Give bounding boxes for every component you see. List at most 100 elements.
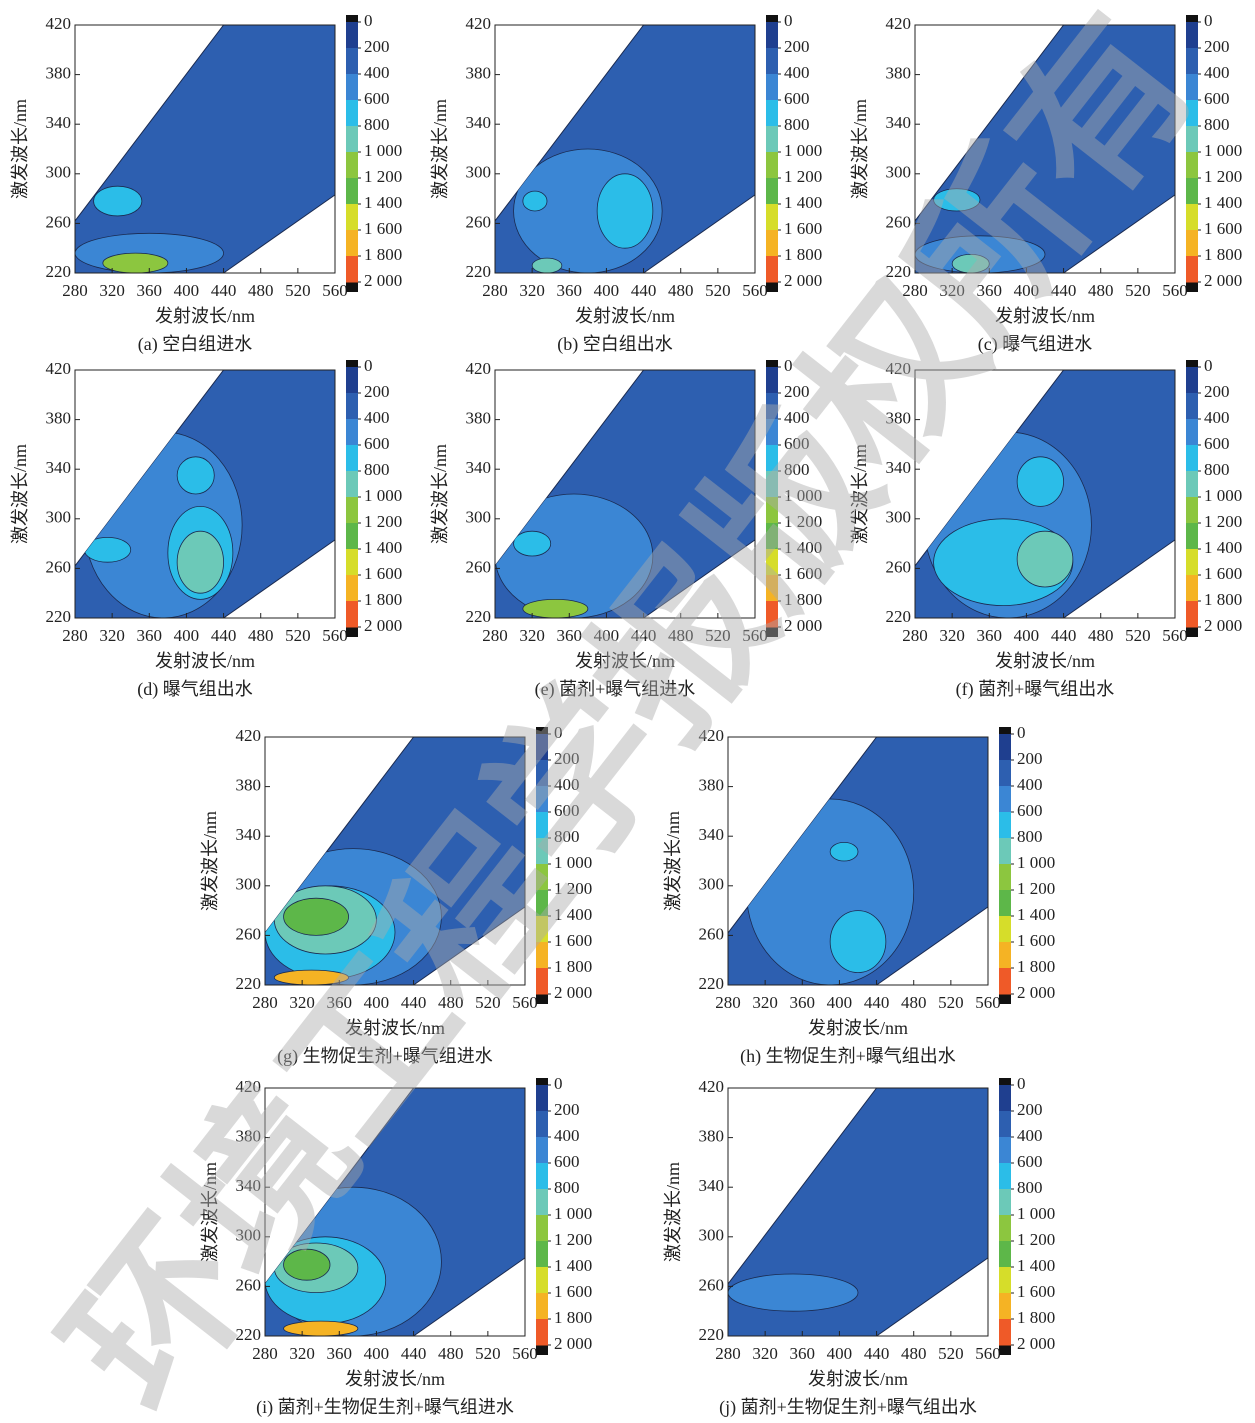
- colorbar-segment: [536, 1241, 548, 1268]
- colorbar-label: 800: [784, 115, 810, 134]
- colorbar-segment: [1186, 523, 1198, 550]
- colorbar-label: 1 400: [1204, 538, 1242, 557]
- colorbar-segment: [536, 1163, 548, 1190]
- colorbar-cap: [536, 1345, 548, 1355]
- x-tick-label: 560: [512, 1344, 538, 1363]
- colorbar-label: 400: [1204, 408, 1230, 427]
- y-tick-label: 380: [699, 1127, 725, 1146]
- colorbar-label: 1 400: [1017, 1256, 1055, 1275]
- colorbar-label: 2 000: [554, 983, 592, 1002]
- x-tick-label: 480: [438, 1344, 464, 1363]
- panel-caption: (i) 菌剂+生物促生剂+曝气组进水: [256, 1397, 514, 1418]
- colorbar-label: 1 600: [784, 219, 822, 238]
- colorbar-cap: [1186, 627, 1198, 637]
- y-tick-label: 340: [466, 458, 492, 477]
- colorbar-label: 1 200: [1017, 879, 1055, 898]
- colorbar-segment: [999, 1215, 1011, 1242]
- y-tick-label: 340: [699, 825, 725, 844]
- colorbar-segment: [346, 204, 358, 231]
- x-tick-label: 520: [705, 626, 731, 645]
- x-tick-label: 400: [1014, 281, 1040, 300]
- y-tick-label: 220: [466, 262, 492, 281]
- x-tick-label: 360: [557, 281, 583, 300]
- colorbar-label: 200: [554, 749, 580, 768]
- x-axis-label: 发射波长/nm: [995, 306, 1095, 326]
- colorbar-label: 1 600: [554, 1282, 592, 1301]
- contour-region: [596, 173, 654, 249]
- plot-frame: [74, 24, 336, 274]
- x-tick-label: 360: [977, 281, 1003, 300]
- x-tick-label: 480: [1088, 281, 1114, 300]
- panel: 280 320 360 400 440 480 520 560 220 260 300 340 380 4…: [850, 11, 1242, 355]
- colorbar-label: 1 600: [1204, 219, 1242, 238]
- colorbar-label: 2 000: [364, 616, 402, 635]
- y-tick-label: 420: [236, 1077, 262, 1096]
- x-axis-label: 发射波长/nm: [808, 1369, 908, 1389]
- contour-region: [728, 1273, 859, 1312]
- colorbar-cap: [999, 1345, 1011, 1355]
- x-tick-label: 320: [289, 993, 315, 1012]
- y-tick-label: 340: [46, 458, 72, 477]
- colorbar-label: 200: [1204, 382, 1230, 401]
- x-tick-label: 400: [174, 281, 200, 300]
- colorbar-segment: [766, 22, 778, 49]
- colorbar-label: 200: [364, 382, 390, 401]
- colorbar-label: 0: [1017, 723, 1026, 742]
- colorbar-label: 0: [1017, 1074, 1026, 1093]
- colorbar-segment: [766, 178, 778, 205]
- colorbar-cap: [346, 282, 358, 292]
- panel: 280 320 360 400 440 480 520 560 220 260 300 340 380 4…: [200, 723, 592, 1067]
- colorbar-label: 1 800: [1017, 1308, 1055, 1327]
- colorbar-label: 800: [364, 460, 390, 479]
- y-tick-label: 340: [236, 825, 262, 844]
- contour-region: [513, 530, 552, 557]
- x-tick-label: 320: [519, 626, 545, 645]
- colorbar-label: 1 800: [364, 590, 402, 609]
- colorbar-segment: [999, 1163, 1011, 1190]
- y-tick-label: 300: [886, 163, 912, 182]
- colorbar-segment: [999, 968, 1011, 995]
- colorbar-segment: [999, 812, 1011, 839]
- y-tick-label: 260: [46, 557, 72, 576]
- panel-caption: (c) 曝气组进水: [978, 334, 1092, 355]
- y-tick-label: 300: [46, 508, 72, 527]
- colorbar-segment: [346, 523, 358, 550]
- colorbar-segment: [766, 74, 778, 101]
- colorbar-label: 600: [784, 89, 810, 108]
- colorbar-segment: [1186, 575, 1198, 602]
- colorbar-segment: [1186, 549, 1198, 576]
- x-tick-label: 280: [482, 626, 508, 645]
- colorbar-segment: [346, 74, 358, 101]
- x-tick-label: 520: [1125, 626, 1151, 645]
- y-tick-label: 420: [46, 14, 72, 33]
- panel-caption: (g) 生物促生剂+曝气组进水: [277, 1046, 493, 1067]
- x-tick-label: 440: [211, 626, 237, 645]
- colorbar-cap: [766, 360, 778, 367]
- colorbar-segment: [1186, 445, 1198, 472]
- colorbar-segment: [1186, 393, 1198, 420]
- colorbar-segment: [999, 760, 1011, 787]
- colorbar-cap: [536, 994, 548, 1004]
- colorbar-segment: [536, 1137, 548, 1164]
- colorbar-segment: [1186, 178, 1198, 205]
- x-tick-label: 560: [322, 281, 348, 300]
- y-tick-label: 220: [46, 607, 72, 626]
- y-axis-label: 激发波长/nm: [850, 99, 870, 199]
- colorbar-segment: [766, 152, 778, 179]
- colorbar-segment: [1186, 419, 1198, 446]
- colorbar-label: 1 600: [364, 564, 402, 583]
- colorbar-label: 600: [1017, 1152, 1043, 1171]
- y-tick-label: 220: [699, 974, 725, 993]
- contour-region: [522, 190, 548, 212]
- x-tick-label: 280: [715, 1344, 741, 1363]
- colorbar-label: 600: [1204, 89, 1230, 108]
- colorbar-label: 0: [784, 356, 793, 375]
- colorbar-segment: [346, 445, 358, 472]
- y-tick-label: 340: [236, 1176, 262, 1195]
- colorbar-segment: [999, 1137, 1011, 1164]
- colorbar-segment: [766, 419, 778, 446]
- colorbar-label: 2 000: [1017, 1334, 1055, 1353]
- colorbar-segment: [536, 890, 548, 917]
- y-tick-label: 260: [46, 212, 72, 231]
- colorbar-label: 600: [1017, 801, 1043, 820]
